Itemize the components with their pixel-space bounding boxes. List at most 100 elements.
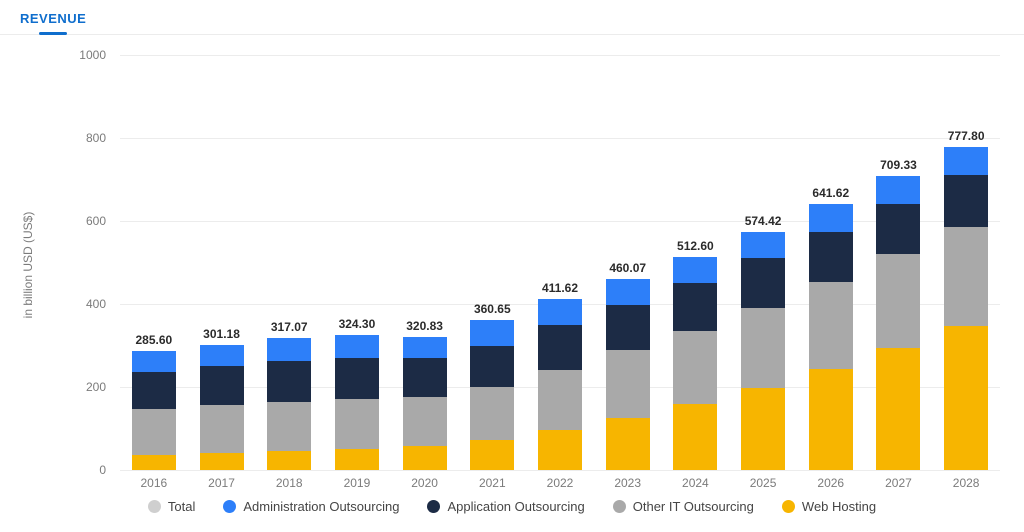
bar-segment-web-hosting[interactable] xyxy=(606,418,650,470)
bar-segment-other-it-outsourcing[interactable] xyxy=(741,308,785,388)
bar-segment-administration-outsourcing[interactable] xyxy=(606,279,650,305)
bar-segment-application-outsourcing[interactable] xyxy=(403,358,447,397)
bar-segment-other-it-outsourcing[interactable] xyxy=(335,399,379,450)
bar-segment-application-outsourcing[interactable] xyxy=(132,372,176,409)
bar-segment-application-outsourcing[interactable] xyxy=(606,305,650,351)
legend-item-other-it-outsourcing[interactable]: Other IT Outsourcing xyxy=(613,499,754,514)
legend-item-application-outsourcing[interactable]: Application Outsourcing xyxy=(427,499,584,514)
bar-segment-application-outsourcing[interactable] xyxy=(944,175,988,226)
bar-segment-application-outsourcing[interactable] xyxy=(267,361,311,402)
bar-segment-administration-outsourcing[interactable] xyxy=(741,232,785,259)
tab-revenue[interactable]: REVENUE xyxy=(20,11,86,34)
bar-segment-other-it-outsourcing[interactable] xyxy=(538,370,582,431)
bar-segment-application-outsourcing[interactable] xyxy=(876,204,920,255)
bar-stack[interactable]: 301.18 xyxy=(200,345,244,470)
y-tick-label: 0 xyxy=(99,463,120,477)
bar-segment-administration-outsourcing[interactable] xyxy=(267,338,311,360)
y-tick-label: 400 xyxy=(86,297,120,311)
bar-segment-other-it-outsourcing[interactable] xyxy=(944,227,988,327)
x-tick-label: 2019 xyxy=(344,476,371,490)
bar-segment-application-outsourcing[interactable] xyxy=(741,258,785,308)
bar-segment-web-hosting[interactable] xyxy=(403,446,447,470)
tab-revenue-label: REVENUE xyxy=(20,11,86,26)
bar-segment-administration-outsourcing[interactable] xyxy=(538,299,582,325)
y-tick-label: 800 xyxy=(86,131,120,145)
bar-stack[interactable]: 320.83 xyxy=(403,337,447,470)
legend-label: Web Hosting xyxy=(802,499,876,514)
bar-stack[interactable]: 411.62 xyxy=(538,299,582,470)
y-tick-label: 600 xyxy=(86,214,120,228)
bar-segment-administration-outsourcing[interactable] xyxy=(673,257,717,283)
bar-segment-other-it-outsourcing[interactable] xyxy=(403,397,447,446)
bar-segment-web-hosting[interactable] xyxy=(538,430,582,470)
bar-segment-application-outsourcing[interactable] xyxy=(673,283,717,331)
bar-segment-other-it-outsourcing[interactable] xyxy=(673,331,717,404)
bar-segment-web-hosting[interactable] xyxy=(944,326,988,470)
gridline xyxy=(120,138,1000,139)
legend: Total Administration Outsourcing Applicati… xyxy=(0,495,1024,514)
bar-segment-application-outsourcing[interactable] xyxy=(470,346,514,388)
bar-segment-web-hosting[interactable] xyxy=(267,451,311,470)
bar-segment-application-outsourcing[interactable] xyxy=(200,366,244,405)
legend-label: Total xyxy=(168,499,195,514)
bar-segment-web-hosting[interactable] xyxy=(200,453,244,470)
x-tick-label: 2026 xyxy=(817,476,844,490)
bar-segment-web-hosting[interactable] xyxy=(809,369,853,470)
legend-swatch xyxy=(613,500,626,513)
bar-segment-web-hosting[interactable] xyxy=(335,449,379,470)
bar-segment-web-hosting[interactable] xyxy=(876,348,920,470)
bar-stack[interactable]: 709.33 xyxy=(876,176,920,470)
bar-segment-application-outsourcing[interactable] xyxy=(335,358,379,399)
x-tick-label: 2024 xyxy=(682,476,709,490)
bar-segment-other-it-outsourcing[interactable] xyxy=(809,282,853,369)
x-tick-label: 2020 xyxy=(411,476,438,490)
bar-segment-administration-outsourcing[interactable] xyxy=(470,320,514,345)
bar-total-label: 512.60 xyxy=(677,239,714,253)
legend-label: Administration Outsourcing xyxy=(243,499,399,514)
x-tick-label: 2025 xyxy=(750,476,777,490)
legend-item-administration-outsourcing[interactable]: Administration Outsourcing xyxy=(223,499,399,514)
x-tick-label: 2022 xyxy=(547,476,574,490)
legend-item-web-hosting[interactable]: Web Hosting xyxy=(782,499,876,514)
bar-total-label: 320.83 xyxy=(406,319,443,333)
bar-segment-other-it-outsourcing[interactable] xyxy=(267,402,311,452)
bar-segment-other-it-outsourcing[interactable] xyxy=(470,387,514,440)
x-tick-label: 2021 xyxy=(479,476,506,490)
legend-swatch xyxy=(223,500,236,513)
bar-segment-other-it-outsourcing[interactable] xyxy=(876,254,920,348)
bar-segment-administration-outsourcing[interactable] xyxy=(132,351,176,371)
bar-total-label: 324.30 xyxy=(339,317,376,331)
bar-stack[interactable]: 317.07 xyxy=(267,338,311,470)
bar-segment-other-it-outsourcing[interactable] xyxy=(132,409,176,455)
bar-segment-administration-outsourcing[interactable] xyxy=(403,337,447,358)
legend-label: Application Outsourcing xyxy=(447,499,584,514)
bar-segment-administration-outsourcing[interactable] xyxy=(200,345,244,366)
bar-segment-administration-outsourcing[interactable] xyxy=(944,147,988,175)
bar-segment-application-outsourcing[interactable] xyxy=(809,232,853,282)
x-tick-label: 2028 xyxy=(953,476,980,490)
bar-segment-application-outsourcing[interactable] xyxy=(538,325,582,370)
bar-segment-other-it-outsourcing[interactable] xyxy=(606,350,650,417)
legend-item-total[interactable]: Total xyxy=(148,499,195,514)
bar-stack[interactable]: 512.60 xyxy=(673,257,717,470)
bar-segment-administration-outsourcing[interactable] xyxy=(335,335,379,357)
revenue-chart: in billion USD (US$) 0200400600800100028… xyxy=(0,35,1024,495)
bar-stack[interactable]: 574.42 xyxy=(741,232,785,470)
bar-segment-web-hosting[interactable] xyxy=(673,404,717,470)
bar-segment-administration-outsourcing[interactable] xyxy=(809,204,853,232)
bar-stack[interactable]: 360.65 xyxy=(470,320,514,470)
bar-stack[interactable]: 285.60 xyxy=(132,351,176,470)
bar-segment-web-hosting[interactable] xyxy=(741,388,785,470)
bar-stack[interactable]: 777.80 xyxy=(944,147,988,470)
bar-total-label: 285.60 xyxy=(135,333,172,347)
bar-segment-web-hosting[interactable] xyxy=(132,455,176,470)
bar-segment-other-it-outsourcing[interactable] xyxy=(200,405,244,453)
bar-segment-administration-outsourcing[interactable] xyxy=(876,176,920,204)
bar-stack[interactable]: 324.30 xyxy=(335,335,379,470)
bar-stack[interactable]: 460.07 xyxy=(606,279,650,470)
bar-total-label: 641.62 xyxy=(812,186,849,200)
bar-segment-web-hosting[interactable] xyxy=(470,440,514,470)
bar-total-label: 360.65 xyxy=(474,302,511,316)
bar-stack[interactable]: 641.62 xyxy=(809,204,853,470)
x-tick-label: 2017 xyxy=(208,476,235,490)
